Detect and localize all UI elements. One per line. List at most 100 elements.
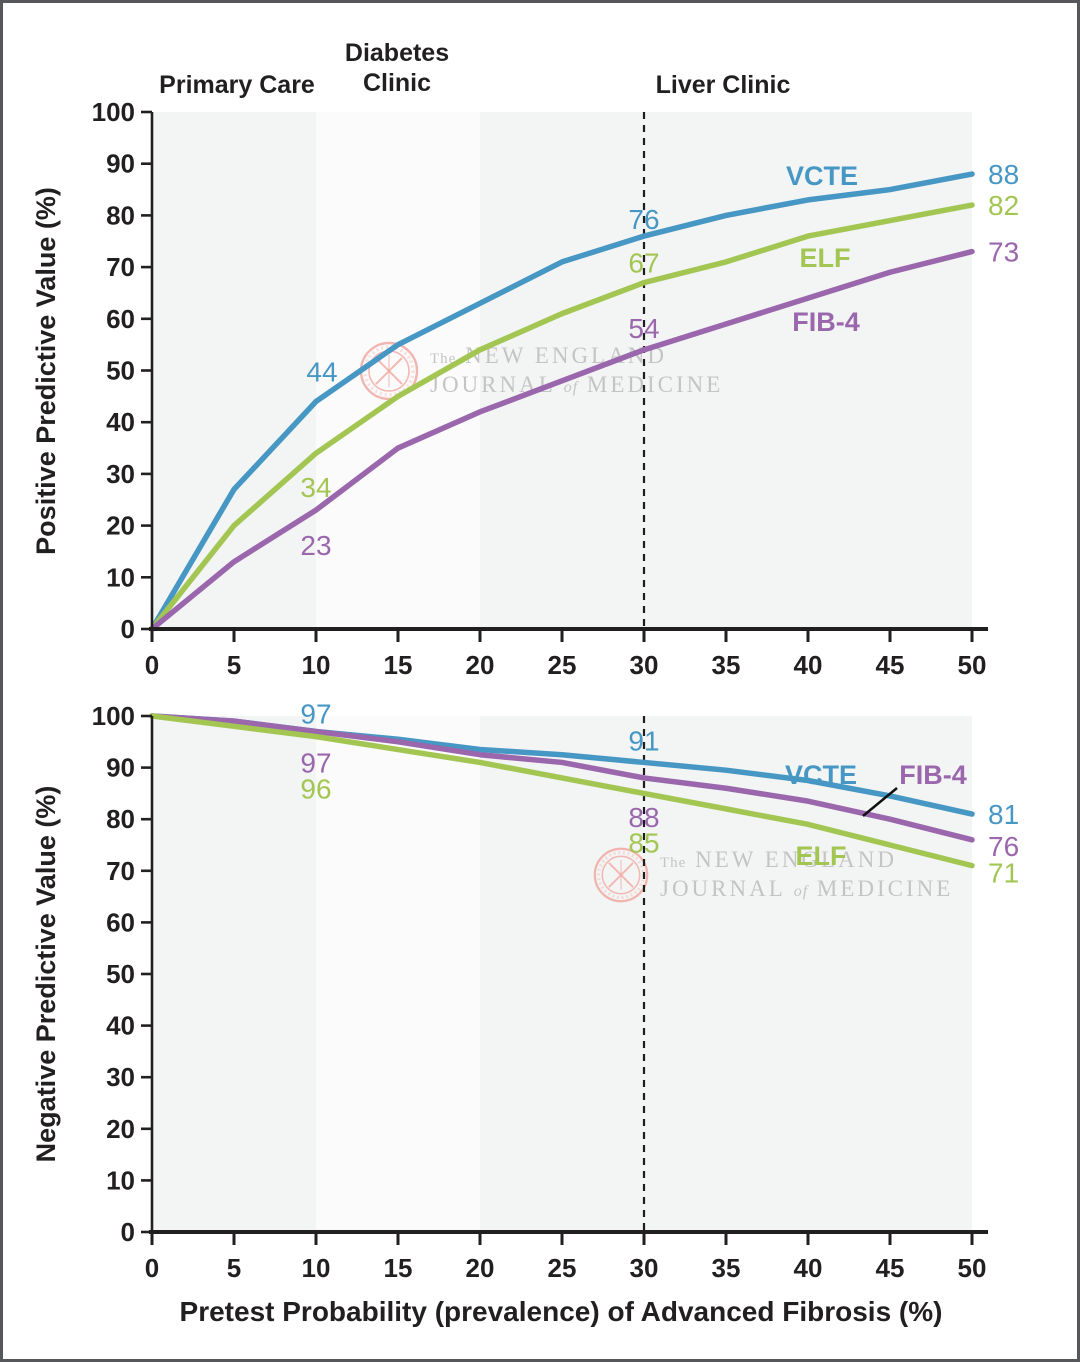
x-tick-label: 10 <box>302 650 331 680</box>
point-label-vcte-10: 97 <box>300 698 331 729</box>
series-line-elf <box>149 202 975 632</box>
region-band-light <box>316 716 480 1232</box>
x-tick-label: 5 <box>227 650 241 680</box>
series-line-fib-4 <box>149 713 975 843</box>
series-line-elf <box>149 713 975 869</box>
region-label-diabetes-clinic: Diabetes Clinic <box>297 38 497 98</box>
x-tick-label: 25 <box>548 1253 577 1283</box>
y-tick-label: 40 <box>106 1011 135 1041</box>
point-label-elf-30: 67 <box>628 248 659 279</box>
end-label-fib-4: 76 <box>988 831 1019 862</box>
y-tick-label: 0 <box>121 614 135 644</box>
y-tick-label: 0 <box>121 1217 135 1247</box>
series-label-fib-4: FIB-4 <box>899 760 967 790</box>
watermark-medicine: MEDICINE <box>816 875 954 901</box>
x-tick-label: 0 <box>145 650 159 680</box>
y-tick-label: 90 <box>106 753 135 783</box>
end-label-elf: 71 <box>988 858 1019 889</box>
x-tick-label: 15 <box>384 650 413 680</box>
series-line-vcte <box>149 171 975 632</box>
y-tick-label: 30 <box>106 1062 135 1092</box>
point-label-fib-4-10: 97 <box>300 747 331 778</box>
x-tick-label: 25 <box>548 650 577 680</box>
series-label-elf: ELF <box>800 243 851 273</box>
y-tick-label: 70 <box>106 252 135 282</box>
end-label-fib-4: 73 <box>988 237 1019 268</box>
x-tick-label: 50 <box>958 650 987 680</box>
y-axis-title-npv: Negative Predictive Value (%) <box>31 785 61 1163</box>
y-tick-label: 100 <box>92 701 135 731</box>
watermark-the: The <box>430 350 457 367</box>
y-tick-label: 80 <box>106 200 135 230</box>
region-band-gray <box>480 716 972 1232</box>
region-band-gray <box>480 112 972 629</box>
x-tick-label: 30 <box>630 650 659 680</box>
point-label-fib-4-30: 54 <box>628 313 659 344</box>
x-tick-label: 0 <box>145 1253 159 1283</box>
y-tick-label: 10 <box>106 562 135 592</box>
x-tick-label: 50 <box>958 1253 987 1283</box>
region-band-gray <box>152 112 316 629</box>
region-label-text: Clinic <box>362 69 432 97</box>
x-axis-title: Pretest Probability (prevalence) of Adva… <box>179 1296 943 1327</box>
end-label-vcte: 81 <box>988 799 1019 830</box>
x-tick-label: 40 <box>794 1253 823 1283</box>
series-label-fib-4: FIB-4 <box>792 307 860 337</box>
y-tick-label: 20 <box>106 511 135 541</box>
region-label-liver-clinic: Liver Clinic <box>623 70 823 100</box>
region-band-light <box>316 112 480 629</box>
x-tick-label: 5 <box>227 1253 241 1283</box>
nejm-watermark-bottom: The NEW ENGLAND JOURNAL of MEDICINE <box>592 846 953 904</box>
nejm-watermark-text: The NEW ENGLAND JOURNAL of MEDICINE <box>660 847 953 904</box>
point-label-elf-10: 34 <box>300 472 331 503</box>
series-label-vcte: VCTE <box>786 161 858 191</box>
watermark-journal: JOURNAL <box>660 875 785 901</box>
watermark-the: The <box>660 854 687 871</box>
y-tick-label: 80 <box>106 804 135 834</box>
x-tick-label: 30 <box>630 1253 659 1283</box>
series-label-elf: ELF <box>796 841 847 871</box>
watermark-medicine: MEDICINE <box>586 371 724 397</box>
x-tick-label: 20 <box>466 650 495 680</box>
y-tick-label: 100 <box>92 97 135 127</box>
point-label-fib-4-30: 88 <box>628 802 659 833</box>
y-tick-label: 50 <box>106 356 135 386</box>
x-tick-label: 45 <box>876 650 905 680</box>
series-line-fib-4 <box>149 248 975 632</box>
region-label-text: Diabetes <box>344 39 450 67</box>
region-band-gray <box>152 716 316 1232</box>
x-tick-label: 35 <box>712 650 741 680</box>
y-tick-label: 10 <box>106 1165 135 1195</box>
x-tick-label: 15 <box>384 1253 413 1283</box>
x-tick-label: 35 <box>712 1253 741 1283</box>
point-label-fib-4-10: 23 <box>300 530 331 561</box>
region-label-text: Liver Clinic <box>655 71 791 99</box>
x-tick-label: 40 <box>794 650 823 680</box>
y-tick-label: 70 <box>106 856 135 886</box>
y-tick-label: 90 <box>106 149 135 179</box>
series-label-vcte: VCTE <box>785 760 857 790</box>
y-tick-label: 60 <box>106 304 135 334</box>
watermark-new-england: NEW ENGLAND <box>695 846 897 872</box>
x-tick-label: 10 <box>302 1253 331 1283</box>
y-tick-label: 20 <box>106 1114 135 1144</box>
point-label-elf-10: 96 <box>300 774 331 805</box>
end-label-elf: 82 <box>988 190 1019 221</box>
watermark-of: of <box>563 378 579 396</box>
y-tick-label: 40 <box>106 407 135 437</box>
watermark-of: of <box>793 882 809 900</box>
y-tick-label: 50 <box>106 959 135 989</box>
point-label-vcte-30: 91 <box>628 725 659 756</box>
y-tick-label: 60 <box>106 907 135 937</box>
point-label-elf-30: 85 <box>628 827 659 858</box>
y-tick-label: 30 <box>106 459 135 489</box>
y-axis-title-ppv: Positive Predictive Value (%) <box>31 187 61 555</box>
end-label-vcte: 88 <box>988 159 1019 190</box>
region-label-text: Primary Care <box>159 71 315 99</box>
x-tick-label: 20 <box>466 1253 495 1283</box>
x-tick-label: 45 <box>876 1253 905 1283</box>
region-label-primary-care: Primary Care <box>137 70 337 100</box>
